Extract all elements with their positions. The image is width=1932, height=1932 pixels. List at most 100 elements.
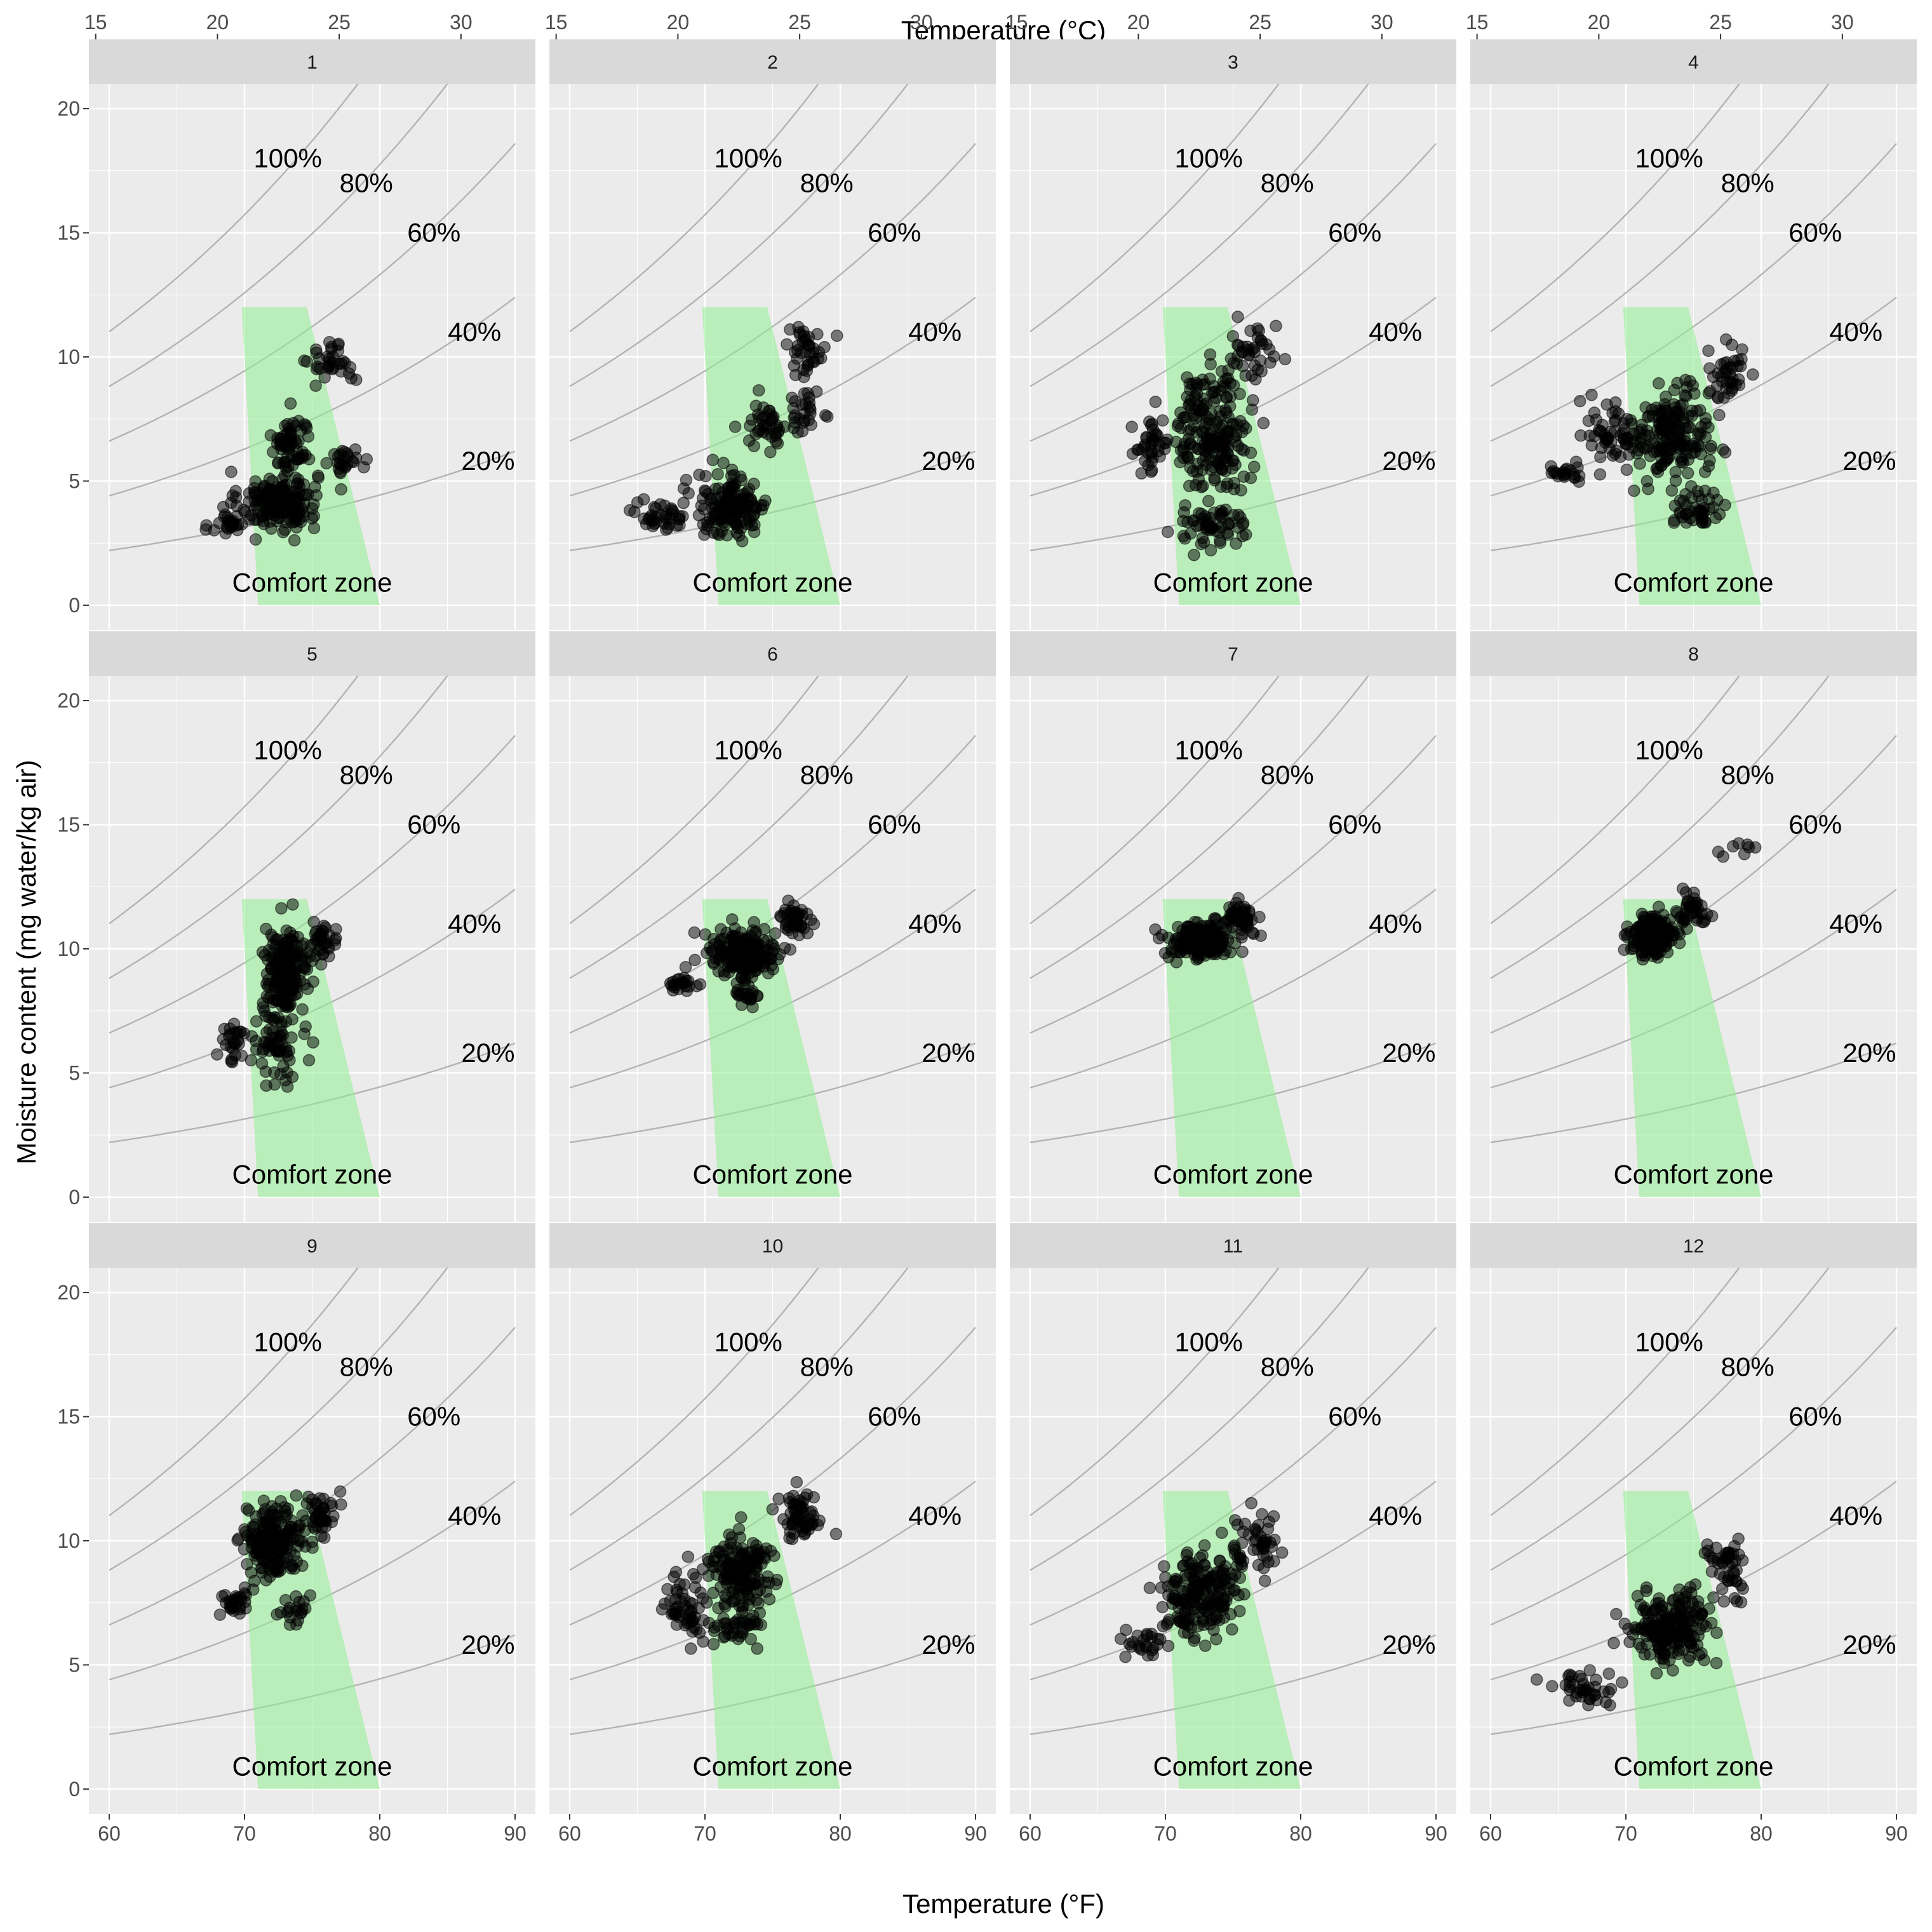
data-point xyxy=(1568,471,1581,485)
data-point xyxy=(1143,1581,1157,1595)
data-point xyxy=(1158,1560,1171,1573)
rh-curve xyxy=(109,1268,448,1571)
rh-label: 60% xyxy=(407,218,460,248)
data-point xyxy=(243,486,256,500)
data-point xyxy=(728,922,741,935)
rh-label: 40% xyxy=(1369,317,1422,347)
rh-curve xyxy=(1030,84,1280,333)
y-tick-label: 0 xyxy=(69,1778,80,1801)
rh-label: 20% xyxy=(922,446,975,476)
data-point xyxy=(1530,1673,1543,1686)
data-point xyxy=(286,516,299,529)
data-point xyxy=(1256,1508,1268,1520)
data-points xyxy=(199,335,373,547)
x2-tick-label: 25 xyxy=(1249,11,1271,34)
data-point xyxy=(706,453,720,466)
data-point xyxy=(782,923,795,937)
data-point xyxy=(1146,1649,1160,1661)
data-point xyxy=(347,455,360,469)
data-point xyxy=(288,534,301,547)
data-point xyxy=(689,1571,702,1584)
data-point xyxy=(736,1602,749,1615)
data-point xyxy=(1181,450,1194,463)
data-point xyxy=(831,329,843,342)
data-point xyxy=(1258,1562,1270,1574)
data-point xyxy=(1224,352,1238,365)
data-point xyxy=(260,967,274,981)
data-point xyxy=(1721,1551,1734,1564)
data-point xyxy=(211,1048,224,1061)
data-point xyxy=(679,1619,692,1632)
rh-curve xyxy=(1030,84,1369,387)
data-point xyxy=(1590,413,1603,426)
data-point xyxy=(802,1523,815,1536)
facet-strip-label: 7 xyxy=(1228,644,1238,665)
data-points xyxy=(664,894,821,1014)
data-point xyxy=(1193,1552,1207,1564)
rh-label: 80% xyxy=(800,760,854,789)
rh-label: 60% xyxy=(868,810,921,840)
data-point xyxy=(273,501,286,514)
rh-label: 80% xyxy=(340,168,393,198)
data-point xyxy=(286,984,299,997)
data-point xyxy=(281,1080,294,1093)
data-point xyxy=(249,533,262,546)
data-point xyxy=(729,1593,742,1606)
rh-label: 20% xyxy=(461,1038,514,1068)
data-point xyxy=(1668,929,1680,941)
x2-tick-label: 20 xyxy=(667,11,690,34)
x-tick-label: 90 xyxy=(964,1822,987,1845)
rh-label: 60% xyxy=(1328,1402,1381,1432)
data-point xyxy=(1590,1674,1602,1686)
data-point xyxy=(1695,1647,1708,1660)
data-point xyxy=(1125,420,1138,433)
facet-panel: 10 100% 80% 60% 40% 20% Comfort zone 60 70 80 90 xyxy=(549,1223,996,1845)
data-point xyxy=(290,1601,303,1614)
data-point xyxy=(1653,901,1665,913)
data-point xyxy=(698,528,711,541)
data-point xyxy=(1207,1569,1219,1583)
data-point xyxy=(284,397,297,410)
facet-strip-label: 4 xyxy=(1688,52,1699,73)
data-point xyxy=(1208,912,1221,925)
rh-label: 20% xyxy=(922,1038,975,1068)
rh-label: 80% xyxy=(1261,168,1314,198)
data-point xyxy=(1736,343,1748,356)
rh-curve xyxy=(569,735,976,1034)
x-tick-label: 70 xyxy=(1614,1822,1637,1845)
data-point xyxy=(1233,1604,1246,1618)
data-point xyxy=(286,1070,299,1083)
data-point xyxy=(1599,436,1612,449)
data-point xyxy=(1705,1565,1719,1578)
data-point xyxy=(1585,389,1598,401)
rh-label: 40% xyxy=(908,317,962,347)
data-point xyxy=(1731,1595,1743,1607)
rh-label: 20% xyxy=(1842,1038,1896,1068)
plot-area xyxy=(569,676,976,1197)
data-point xyxy=(1707,1591,1720,1604)
data-point xyxy=(1563,1668,1576,1681)
data-point xyxy=(1126,447,1139,460)
data-point xyxy=(274,1068,287,1080)
data-point xyxy=(746,924,760,937)
data-point xyxy=(1218,1611,1230,1624)
facet-strip xyxy=(1010,39,1456,84)
data-point xyxy=(730,518,743,531)
data-point xyxy=(332,339,345,352)
rh-label: 60% xyxy=(1788,218,1842,248)
data-point xyxy=(1238,1517,1251,1531)
rh-label: 80% xyxy=(1261,1352,1314,1381)
data-point xyxy=(349,443,362,456)
data-point xyxy=(1604,1699,1616,1712)
data-point xyxy=(729,954,742,967)
data-point xyxy=(277,526,290,539)
x2-tick-label: 15 xyxy=(545,11,568,34)
data-point xyxy=(642,513,655,526)
data-point xyxy=(1179,926,1192,939)
facet-strip-label: 6 xyxy=(767,644,778,665)
y-tick-label: 5 xyxy=(69,1653,80,1676)
data-point xyxy=(743,1593,756,1606)
data-point xyxy=(1668,1593,1680,1606)
data-point xyxy=(307,975,319,988)
data-point xyxy=(326,363,339,375)
